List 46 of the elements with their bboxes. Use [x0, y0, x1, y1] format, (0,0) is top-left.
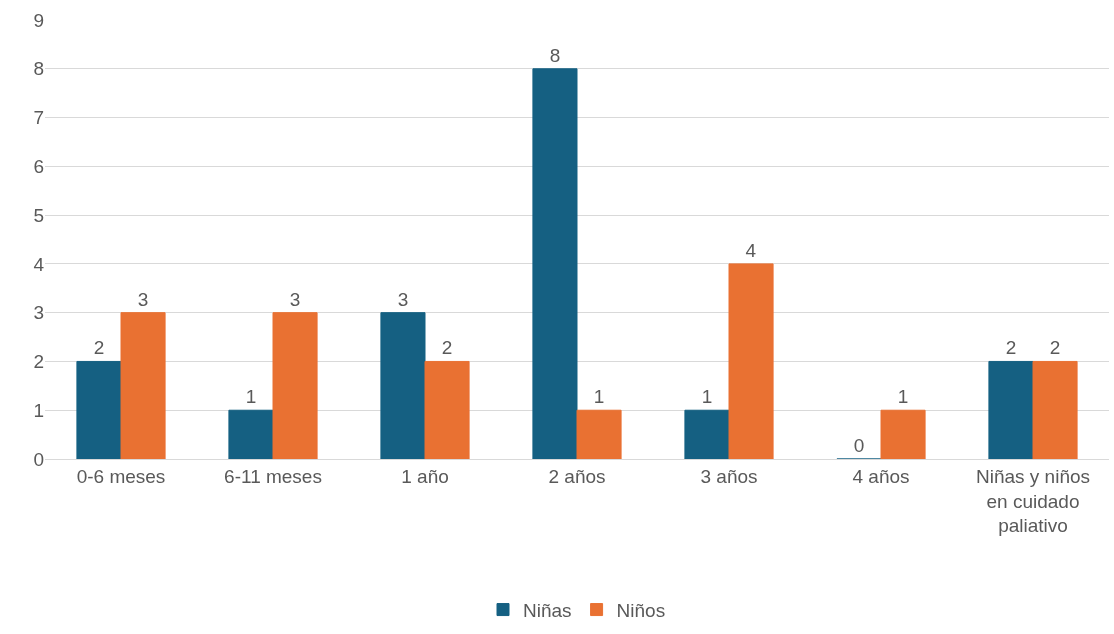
bar	[576, 409, 622, 459]
y-tick-label: 0	[33, 448, 44, 470]
bar	[272, 312, 318, 459]
data-label: 3	[289, 288, 301, 310]
y-tick-label: 3	[33, 302, 44, 324]
data-label: 2	[93, 337, 105, 359]
x-tick-label: 0-6 meses	[76, 465, 166, 487]
y-tick-label: 2	[33, 351, 44, 373]
data-label: 2	[1049, 337, 1061, 359]
y-tick-label: 1	[33, 399, 44, 421]
data-label: 1	[897, 386, 909, 408]
data-label: 1	[245, 386, 257, 408]
y-tick-label: 7	[33, 107, 44, 129]
bar	[880, 409, 926, 459]
y-tick-label: 4	[33, 253, 45, 275]
bar	[532, 68, 578, 459]
x-tick-label: 6-11 meses	[224, 465, 322, 487]
data-label: 3	[397, 288, 409, 310]
legend-label: Niñas	[523, 599, 572, 621]
x-tick-label: 4 años	[852, 465, 910, 487]
bar	[684, 409, 730, 459]
y-tick-label: 6	[33, 155, 44, 177]
bar	[1032, 360, 1078, 459]
x-tick-label: 2 años	[548, 465, 606, 487]
x-tick-label: 1 año	[401, 465, 449, 487]
bar	[424, 360, 470, 459]
y-tick-label: 9	[33, 9, 44, 31]
data-label: 4	[745, 239, 757, 261]
y-tick-label: 8	[33, 58, 44, 80]
x-tick-label: Niñas y niños en cuidado paliativo	[975, 465, 1091, 537]
y-tick-label: 5	[33, 204, 44, 226]
data-label: 1	[593, 386, 605, 408]
bar	[380, 312, 426, 459]
legend-label: Niños	[616, 599, 666, 621]
data-label: 1	[701, 386, 713, 408]
data-label: 8	[549, 44, 561, 66]
data-label: 3	[137, 288, 149, 310]
bar	[120, 312, 166, 459]
data-label: 0	[853, 435, 865, 456]
bar	[228, 409, 274, 459]
data-label: 2	[441, 337, 453, 359]
x-tick-label: 3 años	[700, 465, 758, 487]
bar	[728, 263, 774, 459]
bar	[988, 360, 1034, 459]
data-label: 2	[1005, 337, 1017, 359]
bar	[76, 360, 122, 459]
